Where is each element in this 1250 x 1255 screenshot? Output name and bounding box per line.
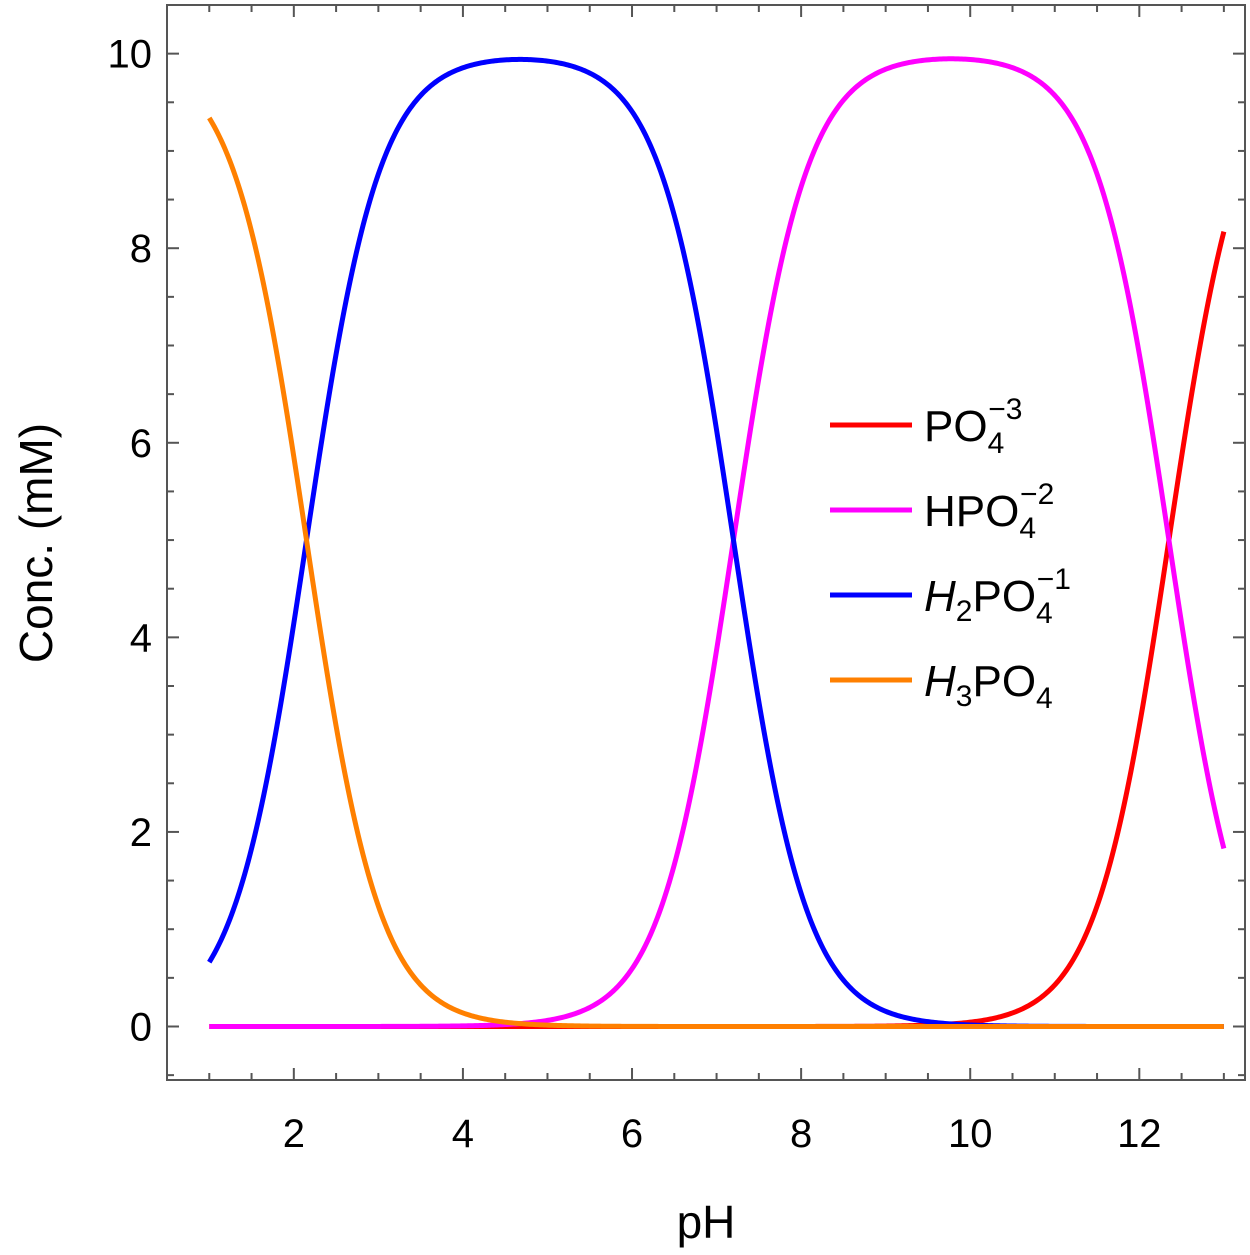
x-tick-label: 8 [790,1112,812,1156]
x-axis-title: pH [677,1196,736,1248]
x-tick-label: 4 [452,1112,474,1156]
legend-label: H3PO4 [924,657,1053,715]
x-tick-label: 12 [1117,1112,1162,1156]
y-tick-label: 4 [130,616,152,660]
legend-label: HPO4−2 [924,478,1054,545]
x-tick-label: 10 [948,1112,993,1156]
series-line-H2PO4-1 [207,56,1225,1029]
legend: PO4−3 HPO4−2 H2PO4−1 H3PO4 [830,393,1071,715]
axis-ticks: 2 4 6 8 10 12 0 2 4 6 8 10 [108,4,1245,1156]
legend-label: PO4−3 [924,393,1022,460]
legend-label: H2PO4−1 [924,563,1071,630]
y-tick-label: 8 [130,227,152,271]
y-tick-label: 0 [130,1005,152,1049]
plot-frame [166,4,1246,1081]
series-line-HPO4-2 [208,56,1227,1029]
series-line-PO4-3 [208,230,1227,1029]
series-layer [207,56,1227,1029]
y-tick-label: 10 [108,33,153,77]
x-tick-label: 6 [621,1112,643,1156]
series-line-H3PO4 [207,116,1225,1029]
y-axis-title: Conc. (mM) [10,423,62,663]
y-tick-label: 2 [130,811,152,855]
y-tick-label: 6 [130,422,152,466]
x-tick-label: 2 [283,1112,305,1156]
